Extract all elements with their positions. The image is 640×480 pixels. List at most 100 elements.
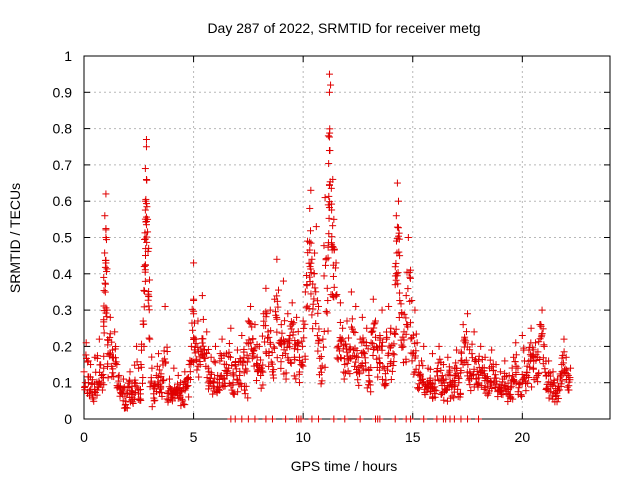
data-point [170, 364, 178, 372]
data-point-fill [102, 226, 110, 234]
data-point-fill [557, 380, 565, 388]
data-point [227, 324, 235, 332]
data-point-fill [122, 404, 130, 412]
data-point [475, 357, 482, 365]
data-point-fill [309, 280, 317, 288]
data-point-fill [390, 358, 398, 366]
y-tick-label: 0.8 [53, 121, 73, 137]
data-point-fill [100, 318, 108, 326]
data-point-fill [390, 329, 398, 337]
data-point-fill [410, 370, 418, 378]
data-point-fill [321, 363, 329, 371]
data-point-fill [398, 343, 406, 351]
data-point-fill [491, 374, 499, 382]
data-point-fill [258, 332, 266, 340]
data-point-fill [300, 324, 308, 332]
data-points [80, 70, 575, 423]
data-point-fill [317, 353, 325, 361]
data-point-fill [415, 385, 423, 393]
data-point [187, 342, 195, 350]
zero-point [376, 415, 384, 423]
data-point-fill [458, 349, 466, 357]
y-tick-label: 1 [64, 48, 72, 64]
data-point-fill [228, 361, 236, 369]
data-point-fill [210, 357, 218, 365]
data-point-fill [485, 389, 493, 397]
data-point [343, 317, 351, 325]
data-point-fill [335, 347, 343, 355]
data-point-fill [186, 376, 194, 384]
data-point-fill [277, 358, 285, 366]
y-tick-label: 0.2 [53, 338, 73, 354]
data-point-fill [396, 297, 404, 305]
data-point-fill [147, 377, 155, 385]
data-point [286, 332, 294, 340]
data-point-fill [100, 352, 108, 360]
data-point-fill [225, 379, 233, 387]
zero-point [341, 415, 349, 423]
data-point-fill [489, 366, 497, 374]
data-point-fill [466, 369, 474, 377]
data-point-fill [395, 314, 403, 322]
data-point-fill [456, 389, 464, 397]
x-tick-label: 20 [515, 429, 531, 445]
data-point-fill [563, 370, 571, 378]
data-point-fill [364, 345, 372, 353]
data-point-fill [244, 394, 252, 402]
data-point-fill [310, 269, 318, 277]
data-point-fill [312, 288, 320, 296]
data-point [352, 302, 360, 310]
data-point-fill [295, 379, 303, 387]
data-point [496, 368, 504, 376]
data-point [220, 375, 228, 383]
data-point-fill [183, 375, 191, 383]
data-point [183, 382, 191, 390]
data-point-fill [145, 293, 153, 301]
data-point [148, 364, 156, 372]
data-point-fill [81, 382, 89, 390]
data-point [396, 252, 404, 260]
data-point-fill [399, 343, 407, 351]
data-point-fill [442, 375, 450, 383]
data-point-fill [509, 372, 517, 380]
data-point-fill [257, 356, 265, 364]
data-point-fill [100, 287, 108, 295]
data-point-fill [393, 223, 401, 231]
zero-point [262, 415, 270, 423]
data-point [378, 306, 386, 314]
data-point-fill [370, 324, 378, 332]
data-point [135, 386, 143, 394]
data-point-fill [111, 354, 119, 362]
data-point-fill [273, 315, 281, 323]
data-point-fill [462, 337, 470, 345]
data-point-fill [340, 368, 348, 376]
data-point-fill [308, 311, 316, 319]
zero-point [464, 415, 472, 423]
data-point-fill [259, 361, 267, 369]
data-point-fill [275, 286, 283, 294]
data-point [367, 339, 375, 347]
data-point-fill [515, 384, 523, 392]
data-point-fill [181, 386, 189, 394]
data-point-fill [329, 222, 337, 230]
data-point [428, 350, 436, 358]
data-point-fill [282, 375, 290, 383]
data-point-fill [406, 273, 414, 281]
data-point-fill [239, 357, 247, 365]
data-point-fill [178, 395, 186, 403]
data-point-fill [497, 381, 505, 389]
data-point-fill [192, 339, 200, 347]
data-point-fill [264, 334, 272, 342]
data-point-fill [318, 377, 326, 385]
data-point-fill [402, 330, 410, 338]
data-point-fill [119, 385, 127, 393]
data-point [518, 332, 526, 340]
data-point [336, 299, 344, 307]
data-point-fill [440, 396, 448, 404]
data-point-fill [273, 297, 281, 305]
data-point-fill [366, 381, 374, 389]
data-point-fill [559, 359, 567, 367]
data-point-fill [330, 283, 338, 291]
data-point-fill [409, 331, 417, 339]
data-point-fill [101, 288, 109, 296]
